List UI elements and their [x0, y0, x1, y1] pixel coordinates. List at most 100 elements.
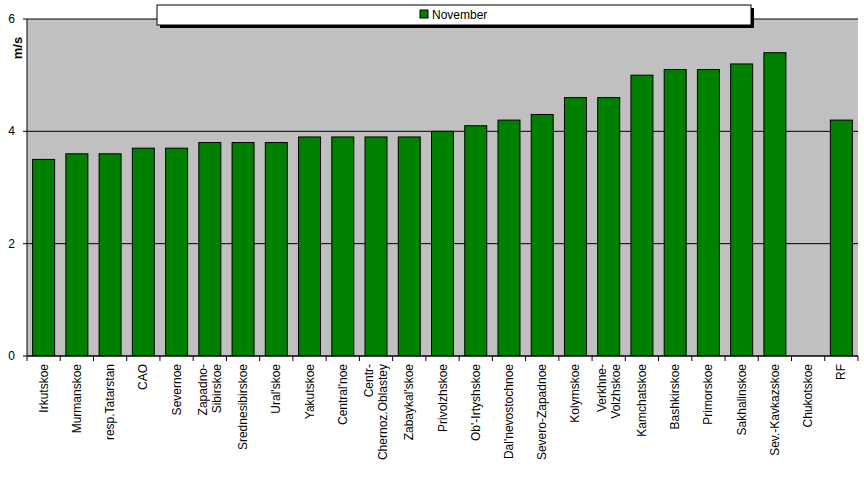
y-tick-label: 6 — [8, 12, 15, 26]
bars — [33, 53, 853, 356]
x-tick — [658, 356, 659, 361]
x-tick-label: Verkhne-Volzhskoe — [595, 364, 623, 419]
x-tick-label: Srednesibirskoe — [236, 364, 250, 450]
x-tick-label: Bashkirskoe — [668, 364, 682, 430]
x-tick — [725, 356, 726, 361]
legend — [157, 5, 751, 25]
bar — [764, 53, 786, 356]
x-tick — [459, 356, 460, 361]
bar — [332, 137, 354, 356]
x-tick-label-line: Centr- — [362, 364, 376, 397]
bar — [398, 137, 420, 356]
x-tick-label: Centr-Chernoz.Oblastey — [362, 364, 390, 460]
bar — [232, 143, 254, 356]
x-tick-label-line: RF — [834, 364, 848, 380]
x-tick — [758, 356, 759, 361]
x-tick-label-line: Chukotskoe — [801, 364, 815, 428]
x-tick — [359, 356, 360, 361]
x-tick — [492, 356, 493, 361]
x-tick-label: Primorskoe — [701, 364, 715, 425]
x-tick-label-line: Severnoe — [170, 364, 184, 416]
x-tick-label-line: Sev.-Kavkazskoe — [768, 364, 782, 456]
legend-swatch — [420, 10, 428, 18]
bar — [631, 75, 653, 356]
x-tick — [625, 356, 626, 361]
plot-area — [27, 19, 858, 356]
x-tick — [525, 356, 526, 361]
y-tick-label: 4 — [8, 124, 15, 138]
bar — [99, 154, 121, 356]
x-tick-label-line: Primorskoe — [701, 364, 715, 425]
x-tick-label: Severo-Zapadnoe — [535, 364, 549, 460]
x-tick-label-line: CAO — [136, 364, 150, 390]
bar — [498, 120, 520, 356]
x-tick-label-line: Kamchatskoe — [635, 364, 649, 437]
x-tick-label-line: Zapadno- — [196, 364, 210, 415]
x-tick-label: Zabaykal'skoe — [402, 364, 416, 441]
bar — [664, 70, 686, 356]
bar — [265, 143, 287, 356]
y-tick — [23, 131, 27, 132]
x-tick-label: Ob'-Irtyshskoe — [469, 364, 483, 441]
x-tick-label-line: Ob'-Irtyshskoe — [469, 364, 483, 441]
x-tick-label-line: Verkhne- — [595, 364, 609, 412]
x-tick-label: Severnoe — [170, 364, 184, 416]
bar — [432, 131, 454, 356]
x-tick — [592, 356, 593, 361]
bar — [531, 114, 553, 356]
x-tick-label-line: Murmanskoe — [70, 364, 84, 434]
x-tick-label-line: Bashkirskoe — [668, 364, 682, 430]
x-tick — [27, 356, 28, 361]
x-tick-label: Chukotskoe — [801, 364, 815, 428]
x-tick-label: Privolzhskoe — [436, 364, 450, 432]
x-tick — [292, 356, 293, 361]
x-tick-label: Yakutskoe — [303, 364, 317, 419]
x-axis — [27, 356, 858, 357]
bar — [132, 148, 154, 356]
y-axis-label: m/s — [10, 37, 25, 59]
bar — [33, 159, 55, 356]
x-tick-label-line: Volzhskoe — [609, 364, 623, 419]
x-tick — [392, 356, 393, 361]
y-tick — [23, 243, 27, 244]
x-tick — [226, 356, 227, 361]
y-axis — [27, 19, 28, 356]
bar — [465, 126, 487, 356]
x-tick-label: Sakhalinskoe — [735, 364, 749, 436]
x-tick-label-line: Srednesibirskoe — [236, 364, 250, 450]
x-tick — [159, 356, 160, 361]
x-tick-label-line: Chernoz.Oblastey — [376, 364, 390, 460]
x-tick — [93, 356, 94, 361]
x-tick-label-line: Zabaykal'skoe — [402, 364, 416, 441]
bar — [365, 137, 387, 356]
x-tick-label: Zapadno-Sibirskoe — [196, 364, 224, 416]
bar — [66, 154, 88, 356]
x-tick-label-line: Sakhalinskoe — [735, 364, 749, 436]
x-tick-label: Sev.-Kavkazskoe — [768, 364, 782, 456]
x-tick-label-line: resp.Tatarstan — [103, 364, 117, 440]
x-tick-label-line: Yakutskoe — [303, 364, 317, 419]
x-tick — [791, 356, 792, 361]
bar — [166, 148, 188, 356]
x-tick-label: Ural'skoe — [269, 364, 283, 414]
x-tick — [691, 356, 692, 361]
x-tick — [858, 356, 859, 361]
x-tick — [824, 356, 825, 361]
bar — [830, 120, 852, 356]
x-tick-label-line: Kolymskoe — [568, 364, 582, 423]
x-tick-label: Irkutskoe — [37, 364, 51, 413]
x-tick-label: RF — [834, 364, 848, 380]
y-tick — [23, 356, 27, 357]
x-tick — [193, 356, 194, 361]
chart: 0 2 4 6 Irkutskoe Murmanskoe resp.Tatarstan CAO… — [0, 0, 864, 503]
y-tick-label: 0 — [8, 349, 15, 363]
x-tick-label-line: Dal'nevostochnoe — [502, 364, 516, 459]
x-tick-label: Kamchatskoe — [635, 364, 649, 437]
x-tick-label: Central'noe — [336, 364, 350, 425]
bar — [299, 137, 321, 356]
x-tick — [558, 356, 559, 361]
y-tick-label: 2 — [8, 237, 15, 251]
legend-label: November — [432, 8, 487, 22]
bar — [731, 64, 753, 356]
x-tick — [259, 356, 260, 361]
